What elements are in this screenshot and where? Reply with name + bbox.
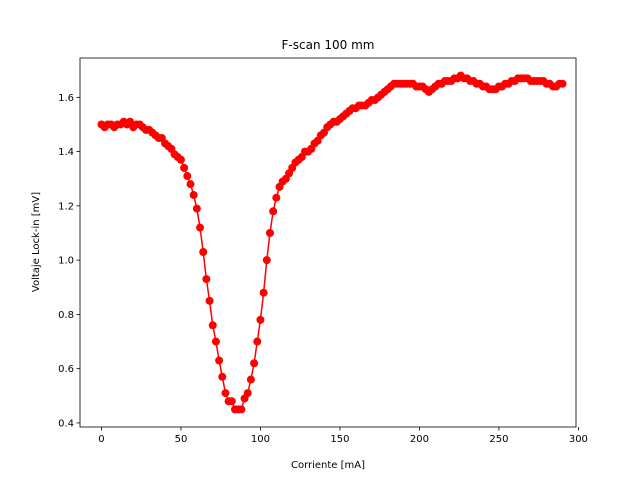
data-point (218, 372, 227, 381)
y-axis-label: Voltaje Lock-in [mV] (31, 192, 42, 292)
x-axis-label: Corriente [mA] (291, 460, 365, 471)
data-point (227, 397, 236, 406)
plot-background (80, 58, 576, 427)
data-point (199, 248, 208, 256)
axes: 0 50 100 150 200 250 300 0.4 0.6 0.8 1.0 1.2 1.4 1.6 (58, 57, 588, 445)
data-point (189, 191, 198, 200)
data-point (272, 193, 281, 202)
data-point (262, 256, 271, 265)
y-tick-label: 1.0 (58, 256, 74, 267)
data-point (202, 275, 211, 284)
data-point (180, 163, 189, 172)
y-tick-label: 0.8 (58, 310, 74, 321)
data-point (176, 155, 185, 164)
data-point (243, 389, 252, 398)
data-point (259, 288, 268, 297)
data-point (256, 315, 265, 324)
data-point (211, 337, 220, 346)
x-tick-label: 50 (175, 434, 188, 445)
data-point (265, 229, 274, 237)
data-point (186, 180, 195, 189)
data-point (196, 223, 205, 232)
data-point (208, 321, 217, 330)
chart-title: F-scan 100 mm (282, 38, 375, 52)
data-point (250, 359, 259, 368)
data-point (269, 207, 278, 216)
y-tick-label: 1.4 (58, 147, 74, 158)
y-tick-label: 0.4 (58, 418, 74, 429)
y-tick-label: 1.6 (58, 93, 74, 104)
x-tick-label: 100 (251, 434, 270, 445)
x-tick-label: 150 (330, 434, 349, 445)
plot-area (80, 58, 576, 427)
data-point (237, 405, 246, 414)
series-line-group (97, 71, 567, 414)
data-point (253, 337, 262, 346)
data-point (246, 375, 255, 384)
x-tick-label: 200 (410, 434, 429, 445)
data-point (183, 172, 192, 181)
data-point (205, 296, 214, 305)
data-point (192, 204, 201, 213)
x-tick-label: 0 (98, 434, 104, 445)
data-point (558, 79, 567, 88)
x-tick-label: 300 (569, 434, 588, 445)
plot-frame (79, 57, 577, 428)
y-tick-label: 1.2 (58, 201, 74, 212)
x-tick-label: 250 (489, 434, 508, 445)
data-point (221, 389, 230, 398)
y-tick-label: 0.6 (58, 364, 74, 375)
data-point (215, 356, 224, 365)
